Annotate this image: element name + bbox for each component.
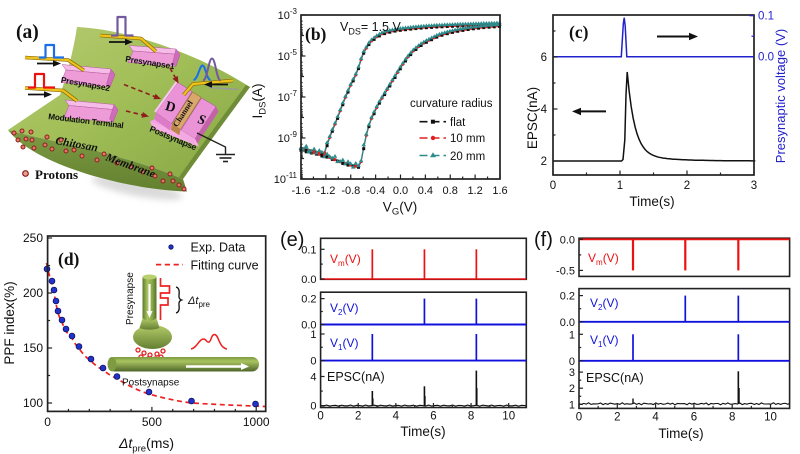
svg-text:0.2: 0.2 (301, 294, 316, 306)
svg-text:3: 3 (751, 180, 757, 192)
svg-text:-0.5: -0.5 (556, 265, 575, 277)
svg-text:1: 1 (569, 329, 575, 341)
svg-text:(f): (f) (534, 229, 553, 251)
svg-text:2: 2 (614, 412, 620, 424)
svg-text:0: 0 (317, 411, 323, 423)
svg-text:2: 2 (569, 383, 575, 395)
svg-text:2: 2 (684, 180, 690, 192)
svg-text:-0.4: -0.4 (366, 185, 385, 197)
svg-text:1: 1 (310, 329, 316, 341)
svg-text:8: 8 (468, 411, 474, 423)
svg-text:Vm(V): Vm(V) (588, 251, 619, 267)
svg-text:(b): (b) (305, 24, 327, 44)
svg-text:4: 4 (652, 412, 659, 424)
svg-text:Presynapse: Presynapse (125, 272, 136, 325)
svg-text:Exp. Data: Exp. Data (191, 241, 246, 255)
svg-text:500: 500 (142, 415, 162, 429)
svg-text:6: 6 (430, 411, 436, 423)
svg-text:curvature radius: curvature radius (410, 98, 493, 110)
svg-text:-0.8: -0.8 (341, 185, 360, 197)
svg-text:1.6: 1.6 (492, 185, 507, 197)
svg-text:EPSC(nA): EPSC(nA) (525, 87, 540, 149)
svg-text:0.8: 0.8 (443, 185, 458, 197)
svg-text:150: 150 (23, 341, 43, 355)
svg-text:6: 6 (541, 52, 547, 64)
svg-text:-1.2: -1.2 (316, 185, 335, 197)
svg-text:3: 3 (569, 367, 575, 379)
svg-text:0: 0 (310, 356, 316, 368)
svg-text:S: S (196, 111, 207, 127)
svg-text:0.1: 0.1 (301, 244, 316, 256)
svg-text:VG(V): VG(V) (383, 200, 417, 218)
svg-text:(e): (e) (280, 229, 304, 251)
svg-text:Time(s): Time(s) (629, 194, 674, 209)
svg-text:0: 0 (550, 180, 556, 192)
svg-text:PPF index(%): PPF index(%) (2, 281, 17, 364)
svg-text:(d): (d) (58, 249, 80, 269)
svg-text:V1(V): V1(V) (590, 333, 618, 349)
svg-text:flat: flat (450, 117, 466, 129)
svg-text:4: 4 (393, 411, 400, 423)
svg-text:10 mm: 10 mm (450, 133, 485, 145)
svg-text:(c): (c) (569, 22, 589, 42)
svg-text:-1.6: -1.6 (292, 185, 311, 197)
svg-text:0: 0 (310, 401, 316, 413)
svg-text:Vm(V): Vm(V) (330, 252, 361, 268)
svg-text:V1(V): V1(V) (330, 336, 358, 352)
svg-text:0.0: 0.0 (560, 234, 575, 246)
svg-text:10: 10 (502, 411, 515, 423)
svg-text:Δtpre: Δtpre (187, 295, 211, 309)
svg-text:2: 2 (541, 156, 547, 168)
svg-text:0.1: 0.1 (758, 11, 774, 23)
svg-text:Postsynapse: Postsynapse (122, 378, 180, 389)
svg-text:8: 8 (729, 412, 735, 424)
svg-text:0.0: 0.0 (301, 274, 316, 286)
svg-text:1: 1 (617, 180, 623, 192)
svg-text:4: 4 (541, 104, 548, 116)
svg-text:0.4: 0.4 (418, 185, 433, 197)
svg-text:Protons: Protons (35, 167, 78, 182)
svg-text:0: 0 (44, 415, 51, 429)
svg-text:D: D (163, 99, 177, 116)
svg-text:0.0: 0.0 (301, 320, 316, 332)
svg-text:0.0: 0.0 (758, 52, 774, 64)
svg-text:EPSC(nA): EPSC(nA) (327, 370, 385, 384)
svg-text:100: 100 (23, 396, 43, 410)
svg-text:EPSC(nA): EPSC(nA) (586, 371, 644, 385)
svg-text:4: 4 (310, 372, 316, 384)
svg-text:Time(s): Time(s) (400, 424, 445, 439)
svg-text:250: 250 (23, 231, 43, 245)
svg-text:0: 0 (569, 356, 575, 368)
svg-text:200: 200 (23, 286, 43, 300)
svg-text:0.0: 0.0 (393, 185, 408, 197)
svg-text:(a): (a) (16, 22, 39, 43)
svg-text:0.2: 0.2 (560, 291, 575, 303)
svg-text:10: 10 (764, 412, 777, 424)
svg-text:20 mm: 20 mm (450, 151, 485, 163)
svg-text:1: 1 (569, 399, 575, 411)
svg-text:V2(V): V2(V) (330, 301, 358, 317)
svg-text:6: 6 (691, 412, 697, 424)
svg-text:1000: 1000 (243, 415, 270, 429)
svg-text:Fitting curve: Fitting curve (191, 259, 259, 273)
svg-text:1.2: 1.2 (467, 185, 482, 197)
svg-text:Time(s): Time(s) (658, 426, 703, 441)
svg-text:Presynaptic voltage (V): Presynaptic voltage (V) (773, 29, 788, 163)
svg-text:0.0: 0.0 (560, 317, 575, 329)
svg-text:0: 0 (576, 412, 582, 424)
svg-text:V2(V): V2(V) (590, 296, 618, 312)
svg-text:2: 2 (355, 411, 361, 423)
svg-text:Δtpre(ms): Δtpre(ms) (118, 435, 174, 454)
